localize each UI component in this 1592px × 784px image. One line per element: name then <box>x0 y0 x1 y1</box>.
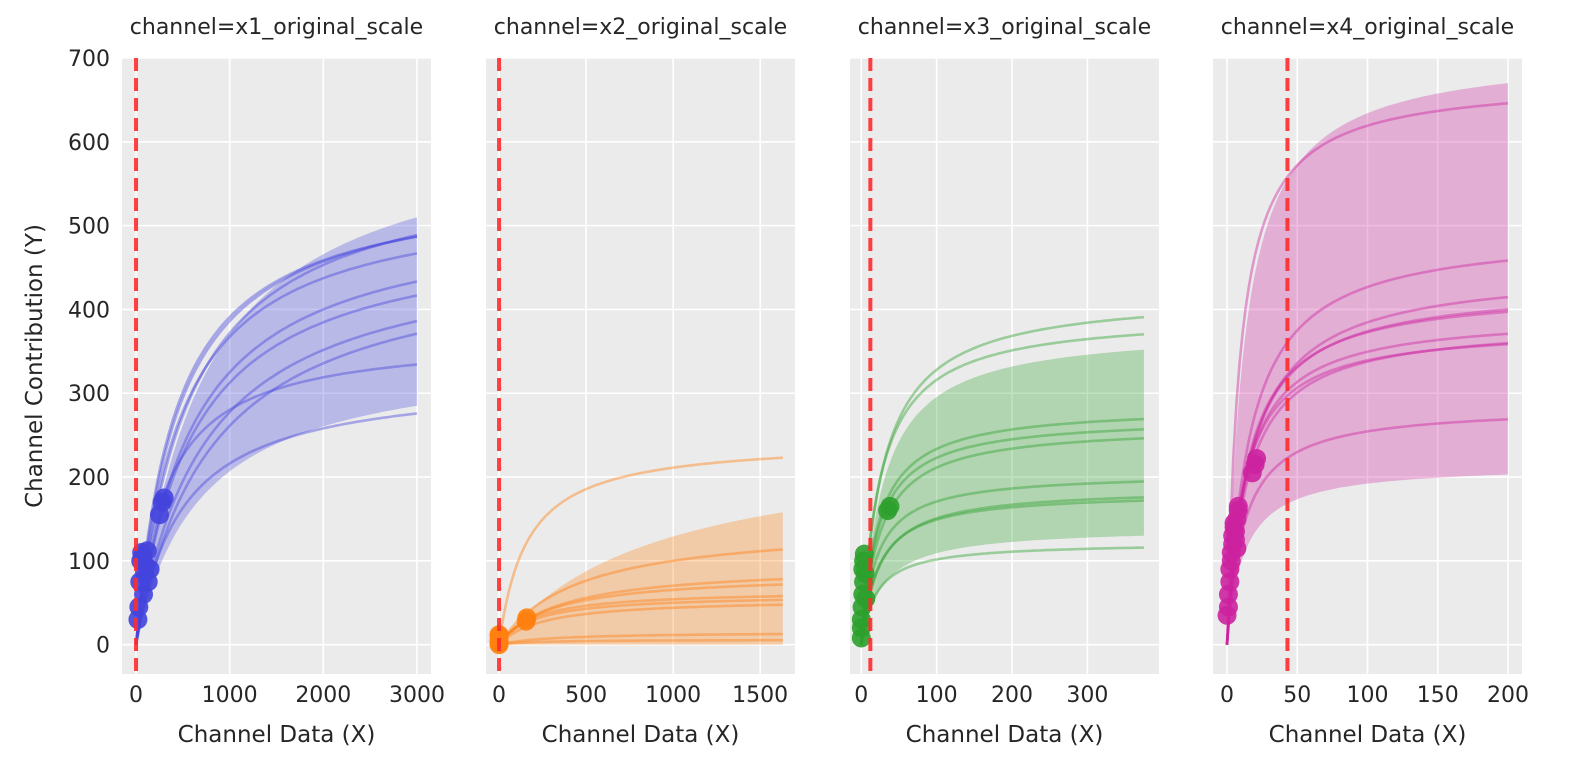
data-point <box>140 559 160 579</box>
y-tick-label: 200 <box>68 466 110 491</box>
sample-curve-3 <box>1225 295 1509 645</box>
x-tick-label: 100 <box>1347 683 1389 708</box>
x-axis-label: Channel Data (X) <box>906 722 1104 748</box>
plot-area <box>1217 83 1509 645</box>
sample-curve-3 <box>498 577 783 646</box>
x-tick-label: 1000 <box>202 683 258 708</box>
plot-background <box>122 58 431 674</box>
sample-curve-6 <box>1225 332 1509 645</box>
sample-curve-1 <box>497 456 783 645</box>
sample-curve-1 <box>1225 102 1509 645</box>
sample-curve-7 <box>860 496 1144 645</box>
y-tick-label: 300 <box>68 382 110 407</box>
credible-interval-band <box>136 217 417 645</box>
sample-curve-4 <box>498 583 783 646</box>
data-point <box>517 608 537 628</box>
sample-curve-1 <box>134 235 418 645</box>
sample-curve-9 <box>860 546 1144 645</box>
plot-background <box>850 58 1159 674</box>
sample-curve-5 <box>860 437 1144 645</box>
data-point <box>1227 538 1247 558</box>
chart-panel-3: 0 100 200 300 Channel Data (X) channel=x3_ori… <box>850 15 1159 748</box>
sample-curve-3 <box>134 233 418 645</box>
plot-area <box>489 456 783 655</box>
plot-background <box>486 58 795 674</box>
data-point <box>137 541 157 561</box>
panel-title: channel=x1_original_scale <box>130 15 423 40</box>
y-tick-label: 0 <box>96 634 110 659</box>
x-axis-label: Channel Data (X) <box>1269 722 1467 748</box>
y-tick-label: 600 <box>68 131 110 156</box>
x-tick-label: 0 <box>854 683 868 708</box>
sample-curve-7 <box>1225 341 1509 645</box>
plot-area <box>128 217 418 645</box>
data-point <box>856 589 876 609</box>
sample-curve-4 <box>1225 308 1509 645</box>
sample-curve-2 <box>1225 259 1509 645</box>
sample-curve-10 <box>134 412 418 645</box>
x-tick-label: 0 <box>1220 683 1234 708</box>
x-axis-label: Channel Data (X) <box>178 722 376 748</box>
x-tick-label: 300 <box>1066 683 1108 708</box>
x-tick-label: 200 <box>1487 683 1529 708</box>
sample-curve-2 <box>498 548 783 646</box>
sample-curve-1 <box>860 315 1145 645</box>
data-point <box>489 625 509 645</box>
sample-curve-6 <box>860 480 1144 645</box>
sample-curve-5 <box>498 594 783 646</box>
x-tick-label: 2000 <box>295 683 351 708</box>
sample-curve-7 <box>134 319 418 645</box>
x-axis-label: Channel Data (X) <box>542 722 740 748</box>
panel-title: channel=x3_original_scale <box>858 15 1151 40</box>
x-tick-label: 200 <box>991 683 1033 708</box>
chart-panel-1: 0 1000 2000 3000 0 100 200 300 400 500 600 700 Chann… <box>22 15 445 748</box>
data-point <box>880 496 900 516</box>
x-tick-label: 1500 <box>732 683 788 708</box>
panel-title: channel=x2_original_scale <box>494 15 787 40</box>
sample-curve-8 <box>860 499 1144 645</box>
sample-curve-9 <box>1225 418 1509 645</box>
y-tick-label: 700 <box>68 47 110 72</box>
y-tick-label: 500 <box>68 215 110 240</box>
sample-curve-8 <box>134 332 418 645</box>
sample-curve-6 <box>134 294 418 645</box>
x-tick-label: 150 <box>1417 683 1459 708</box>
x-tick-label: 50 <box>1283 683 1311 708</box>
sample-curve-9 <box>134 363 418 645</box>
sample-curve-8 <box>1225 342 1509 645</box>
x-tick-label: 3000 <box>389 683 445 708</box>
chart-panel-4: 0 50 100 150 200 Channel Data (X) channel=x4_o… <box>1213 15 1529 748</box>
sample-curve-7 <box>498 603 783 646</box>
x-tick-label: 1000 <box>645 683 701 708</box>
x-tick-label: 0 <box>129 683 143 708</box>
credible-interval-band <box>861 349 1144 645</box>
sample-curve-6 <box>498 598 783 646</box>
sample-curve-4 <box>134 252 418 645</box>
x-tick-label: 100 <box>916 683 958 708</box>
data-point <box>154 488 174 508</box>
y-tick-label: 400 <box>68 298 110 323</box>
data-point <box>1247 449 1267 469</box>
chart-panel-2: 0 500 1000 1500 Channel Data (X) channel=x2_o… <box>486 15 795 748</box>
sample-curve-8 <box>498 632 783 646</box>
x-tick-label: 500 <box>565 683 607 708</box>
sample-curve-2 <box>134 235 418 645</box>
sample-curve-4 <box>860 428 1144 645</box>
credible-interval-band <box>1227 83 1508 645</box>
y-axis-label: Channel Contribution (Y) <box>22 224 48 508</box>
sample-curve-5 <box>1225 310 1509 645</box>
sample-curve-9 <box>498 638 783 646</box>
plot-area <box>851 315 1145 648</box>
sample-curve-5 <box>134 280 418 645</box>
x-tick-label: 0 <box>492 683 506 708</box>
sample-curve-2 <box>860 333 1144 645</box>
panel-title: channel=x4_original_scale <box>1221 15 1514 40</box>
y-tick-label: 100 <box>68 550 110 575</box>
sample-curve-3 <box>860 417 1144 645</box>
data-point <box>1228 496 1248 516</box>
credible-interval-band <box>499 512 783 645</box>
